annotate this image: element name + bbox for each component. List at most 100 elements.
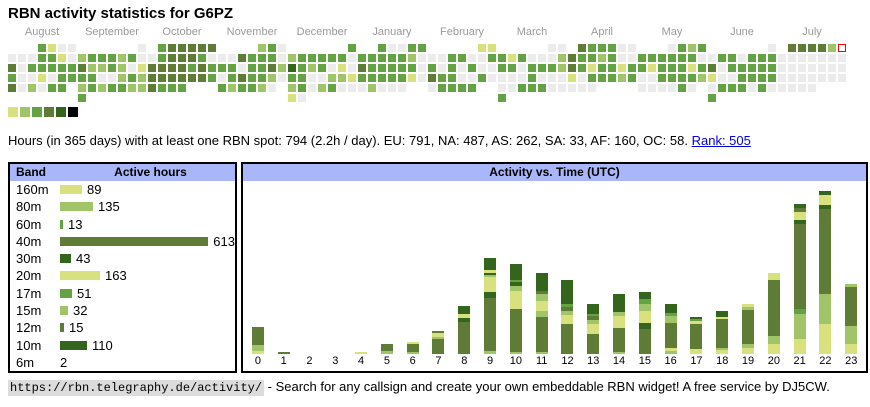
bar-segment [509, 309, 522, 352]
day-cell [838, 54, 846, 62]
day-cell [778, 84, 786, 92]
stacked-bar [690, 317, 703, 354]
bar-segment [509, 352, 522, 354]
bar-segment [432, 331, 445, 333]
hour-axis-label: 10 [509, 355, 522, 367]
day-cell [498, 74, 506, 82]
chart-title: Activity vs. Time (UTC) [243, 164, 866, 181]
bar-segment [561, 304, 574, 307]
day-cell [208, 74, 216, 82]
day-cell [168, 84, 176, 92]
month-block: November [218, 26, 286, 102]
bar-segment [561, 311, 574, 315]
month-day-grid [708, 44, 776, 102]
bar-segment [535, 273, 548, 291]
day-cell [768, 44, 776, 52]
bar-segment [767, 336, 780, 344]
day-cell [748, 74, 756, 82]
day-cell [768, 64, 776, 72]
day-cell [298, 64, 306, 72]
day-cell [508, 64, 516, 72]
day-cell [268, 74, 276, 82]
band-row: 40m 613 [10, 233, 235, 250]
hour-axis-label: 4 [358, 355, 365, 367]
bar-segment [509, 282, 522, 286]
stacked-bar [432, 331, 445, 354]
day-cell [408, 74, 416, 82]
day-cell [388, 54, 396, 62]
month-label: April [590, 26, 613, 38]
chart-hour-column: 11 [529, 181, 555, 369]
day-cell [568, 64, 576, 72]
day-cell [178, 44, 186, 52]
activity-time-chart-panel: Activity vs. Time (UTC) 0 1 2 3 4 5 6 7 8 9 10 11 12… [241, 162, 868, 373]
day-cell [398, 84, 406, 92]
bar-segment [380, 351, 393, 354]
bar-segment [690, 324, 703, 349]
bar-segment [742, 348, 755, 354]
day-cell [148, 54, 156, 62]
band-hours-value: 110 [92, 337, 113, 353]
hour-axis-label: 0 [254, 355, 261, 367]
bar-segment [406, 352, 419, 354]
rank-link[interactable]: Rank: 505 [691, 133, 751, 148]
bar-segment [845, 326, 858, 344]
day-cell [248, 54, 256, 62]
day-cell [598, 64, 606, 72]
day-cell [478, 64, 486, 72]
day-cell [528, 64, 536, 72]
stacked-bar [793, 204, 806, 354]
month-block: July [778, 26, 846, 102]
bar-segment [664, 304, 677, 313]
day-cell [538, 74, 546, 82]
day-cell [738, 64, 746, 72]
day-cell [88, 74, 96, 82]
day-cell [798, 74, 806, 82]
day-cell [738, 84, 746, 92]
day-cell [338, 74, 346, 82]
day-cell [8, 84, 16, 92]
month-label: November [226, 26, 278, 38]
day-cell [228, 74, 236, 82]
month-label: October [162, 26, 202, 38]
day-cell [18, 74, 26, 82]
day-cell [108, 84, 116, 92]
day-cell [798, 84, 806, 92]
day-cell [718, 64, 726, 72]
day-cell [378, 54, 386, 62]
band-name: 20m [16, 268, 42, 284]
day-cell [148, 74, 156, 82]
day-cell [178, 54, 186, 62]
band-hours-value: 32 [73, 302, 88, 318]
legend-swatch [56, 107, 66, 117]
day-cell [518, 64, 526, 72]
day-cell [458, 74, 466, 82]
day-cell [638, 54, 646, 62]
day-cell [208, 44, 216, 52]
band-hours-value: 15 [69, 320, 84, 336]
day-cell [118, 84, 126, 92]
hour-axis-label: 20 [767, 355, 780, 367]
day-cell [508, 74, 516, 82]
day-cell [708, 74, 716, 82]
day-cell [768, 74, 776, 82]
day-cell [408, 64, 416, 72]
day-cell [808, 54, 816, 62]
month-block: August [8, 26, 76, 102]
day-cell [758, 84, 766, 92]
day-cell [808, 74, 816, 82]
day-cell [78, 84, 86, 92]
day-cell [258, 64, 266, 72]
hour-axis-label: 7 [435, 355, 442, 367]
bar-segment [561, 324, 574, 354]
bar-segment [535, 317, 548, 352]
day-cell [608, 74, 616, 82]
day-cell [418, 64, 426, 72]
band-row: 30m 43 [10, 250, 235, 267]
bar-segment [819, 191, 832, 195]
chart-hour-column: 12 [555, 181, 581, 369]
band-name: 17m [16, 285, 42, 301]
day-cell [688, 44, 696, 52]
bar-segment [819, 294, 832, 324]
day-cell [128, 74, 136, 82]
